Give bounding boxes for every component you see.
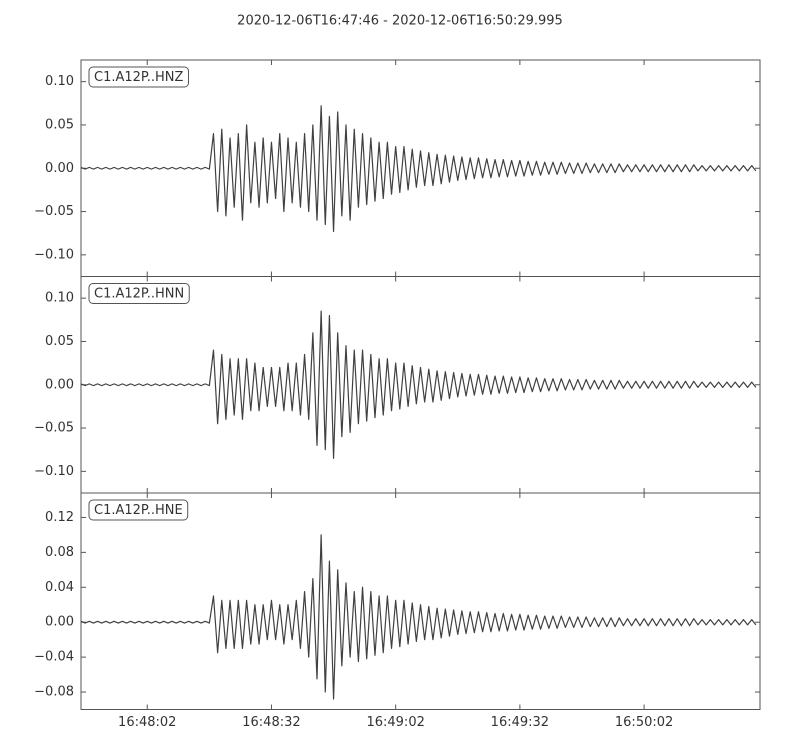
y-tick-label: 0.00 (45, 161, 74, 176)
y-tick-label: 0.05 (45, 117, 74, 132)
y-tick-label: 0.12 (45, 510, 74, 525)
y-tick-label: 0.04 (45, 580, 74, 595)
y-tick-label: 0.00 (45, 377, 74, 392)
trace-label-box (88, 283, 190, 304)
y-tick-label: −0.10 (34, 464, 74, 479)
x-tick-label: 16:49:32 (491, 715, 549, 730)
trace-label: C1.A12P..HNN (94, 287, 184, 302)
y-tick-label: 0.10 (45, 291, 74, 306)
waveform (80, 310, 757, 459)
trace-label-box (88, 66, 189, 88)
y-tick-label: 0.10 (45, 74, 74, 89)
trace-label-box (88, 499, 189, 521)
x-tick-label: 16:49:02 (366, 715, 424, 730)
plot-frame (80, 492, 761, 710)
y-tick-label: −0.05 (34, 204, 74, 219)
y-tick-label: −0.10 (34, 247, 74, 262)
x-tick-label: 16:48:02 (118, 715, 176, 730)
waveform (80, 105, 757, 233)
chart-title: 2020-12-06T16:47:46 - 2020-12-06T16:50:2… (237, 14, 563, 29)
trace-label: C1.A12P..HNE (94, 503, 183, 518)
trace-label: C1.A12P..HNZ (94, 70, 183, 85)
y-tick-label: 0.08 (45, 545, 74, 560)
y-tick-label: −0.05 (34, 421, 74, 436)
waveform (80, 534, 757, 700)
y-tick-label: −0.08 (34, 685, 74, 700)
y-tick-label: 0.00 (45, 615, 74, 630)
y-tick-label: 0.05 (45, 334, 74, 349)
y-tick-label: −0.04 (34, 650, 74, 665)
x-tick-label: 16:50:02 (615, 715, 673, 730)
x-tick-label: 16:48:32 (242, 715, 300, 730)
